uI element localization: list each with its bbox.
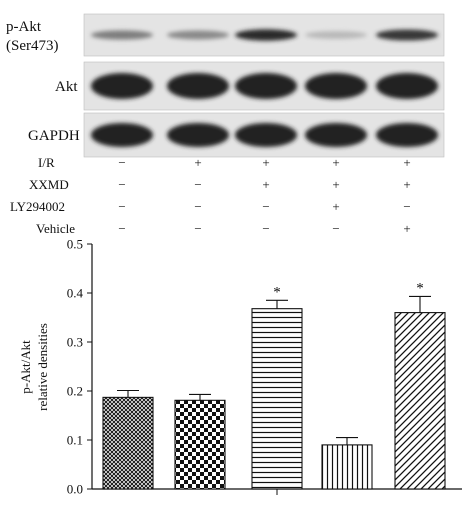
condition-row: I/R − + + + +: [38, 155, 411, 170]
bar-chart: 0.0 0.1 0.2 0.3 0.4 0.5 p-Akt/Akt relative dens…: [18, 237, 462, 497]
condition-row: Vehicle − − − − +: [36, 221, 411, 236]
condition-label: XXMD: [29, 177, 69, 192]
condition-mark: +: [403, 177, 410, 192]
blot-band: [91, 30, 153, 40]
blot-band: [376, 73, 438, 99]
blot-band: [305, 123, 367, 147]
condition-mark: −: [262, 199, 269, 214]
condition-mark: +: [332, 155, 339, 170]
bar: [102, 396, 154, 490]
condition-mark: +: [332, 177, 339, 192]
y-tick-label: 0.0: [67, 482, 83, 497]
blot-band: [235, 123, 297, 147]
bar: [251, 308, 303, 490]
condition-mark: −: [403, 199, 410, 214]
blot-band: [305, 73, 367, 99]
blot-row-1: p-Akt (Ser473): [6, 13, 445, 57]
condition-mark: −: [194, 177, 201, 192]
blot-band: [91, 73, 153, 99]
condition-mark: −: [118, 221, 125, 236]
blot-band: [167, 30, 229, 40]
blot-band: [235, 29, 297, 41]
blot-band: [235, 73, 297, 99]
condition-mark: −: [194, 221, 201, 236]
condition-mark: −: [194, 199, 201, 214]
blot-label: p-Akt: [6, 19, 42, 35]
bar: [321, 444, 373, 490]
condition-mark: +: [403, 221, 410, 236]
blot-band: [305, 31, 367, 39]
bar: [174, 399, 226, 490]
condition-mark: −: [332, 221, 339, 236]
y-tick-label: 0.3: [67, 335, 83, 350]
treatment-condition-table: I/R − + + + + XXMD − − + + + LY294002 − − − + − Vehicle − − −…: [10, 155, 411, 236]
y-axis-label: p-Akt/Akt: [18, 340, 33, 394]
blot-band: [376, 123, 438, 147]
blot-label: Akt: [55, 79, 78, 95]
y-tick-label: 0.4: [67, 286, 84, 301]
blot-label: GAPDH: [28, 128, 80, 144]
condition-mark: −: [118, 199, 125, 214]
condition-mark: −: [118, 155, 125, 170]
y-tick-label: 0.5: [67, 237, 83, 252]
condition-row: LY294002 − − − + −: [10, 199, 411, 214]
y-tick-label: 0.1: [67, 433, 83, 448]
blot-band: [91, 123, 153, 147]
blot-label: (Ser473): [6, 38, 59, 54]
blot-band: [167, 73, 229, 99]
condition-label: LY294002: [10, 199, 65, 214]
condition-mark: +: [332, 199, 339, 214]
bar: [394, 312, 446, 490]
significance-mark: *: [416, 280, 424, 296]
condition-label: Vehicle: [36, 221, 75, 236]
y-axis-label: relative densities: [35, 323, 50, 411]
blot-row-2: Akt: [55, 61, 445, 111]
significance-mark: *: [273, 284, 281, 300]
condition-mark: +: [403, 155, 410, 170]
condition-row: XXMD − − + + +: [29, 177, 411, 192]
y-tick-label: 0.2: [67, 384, 83, 399]
condition-mark: +: [262, 155, 269, 170]
condition-mark: −: [262, 221, 269, 236]
blot-band: [376, 29, 438, 41]
condition-mark: +: [194, 155, 201, 170]
western-blot-panels: p-Akt (Ser473) Akt GAPDH: [6, 13, 445, 158]
condition-label: I/R: [38, 155, 55, 170]
condition-mark: +: [262, 177, 269, 192]
condition-mark: −: [118, 177, 125, 192]
blot-band: [167, 123, 229, 147]
blot-row-3: GAPDH: [28, 112, 445, 158]
